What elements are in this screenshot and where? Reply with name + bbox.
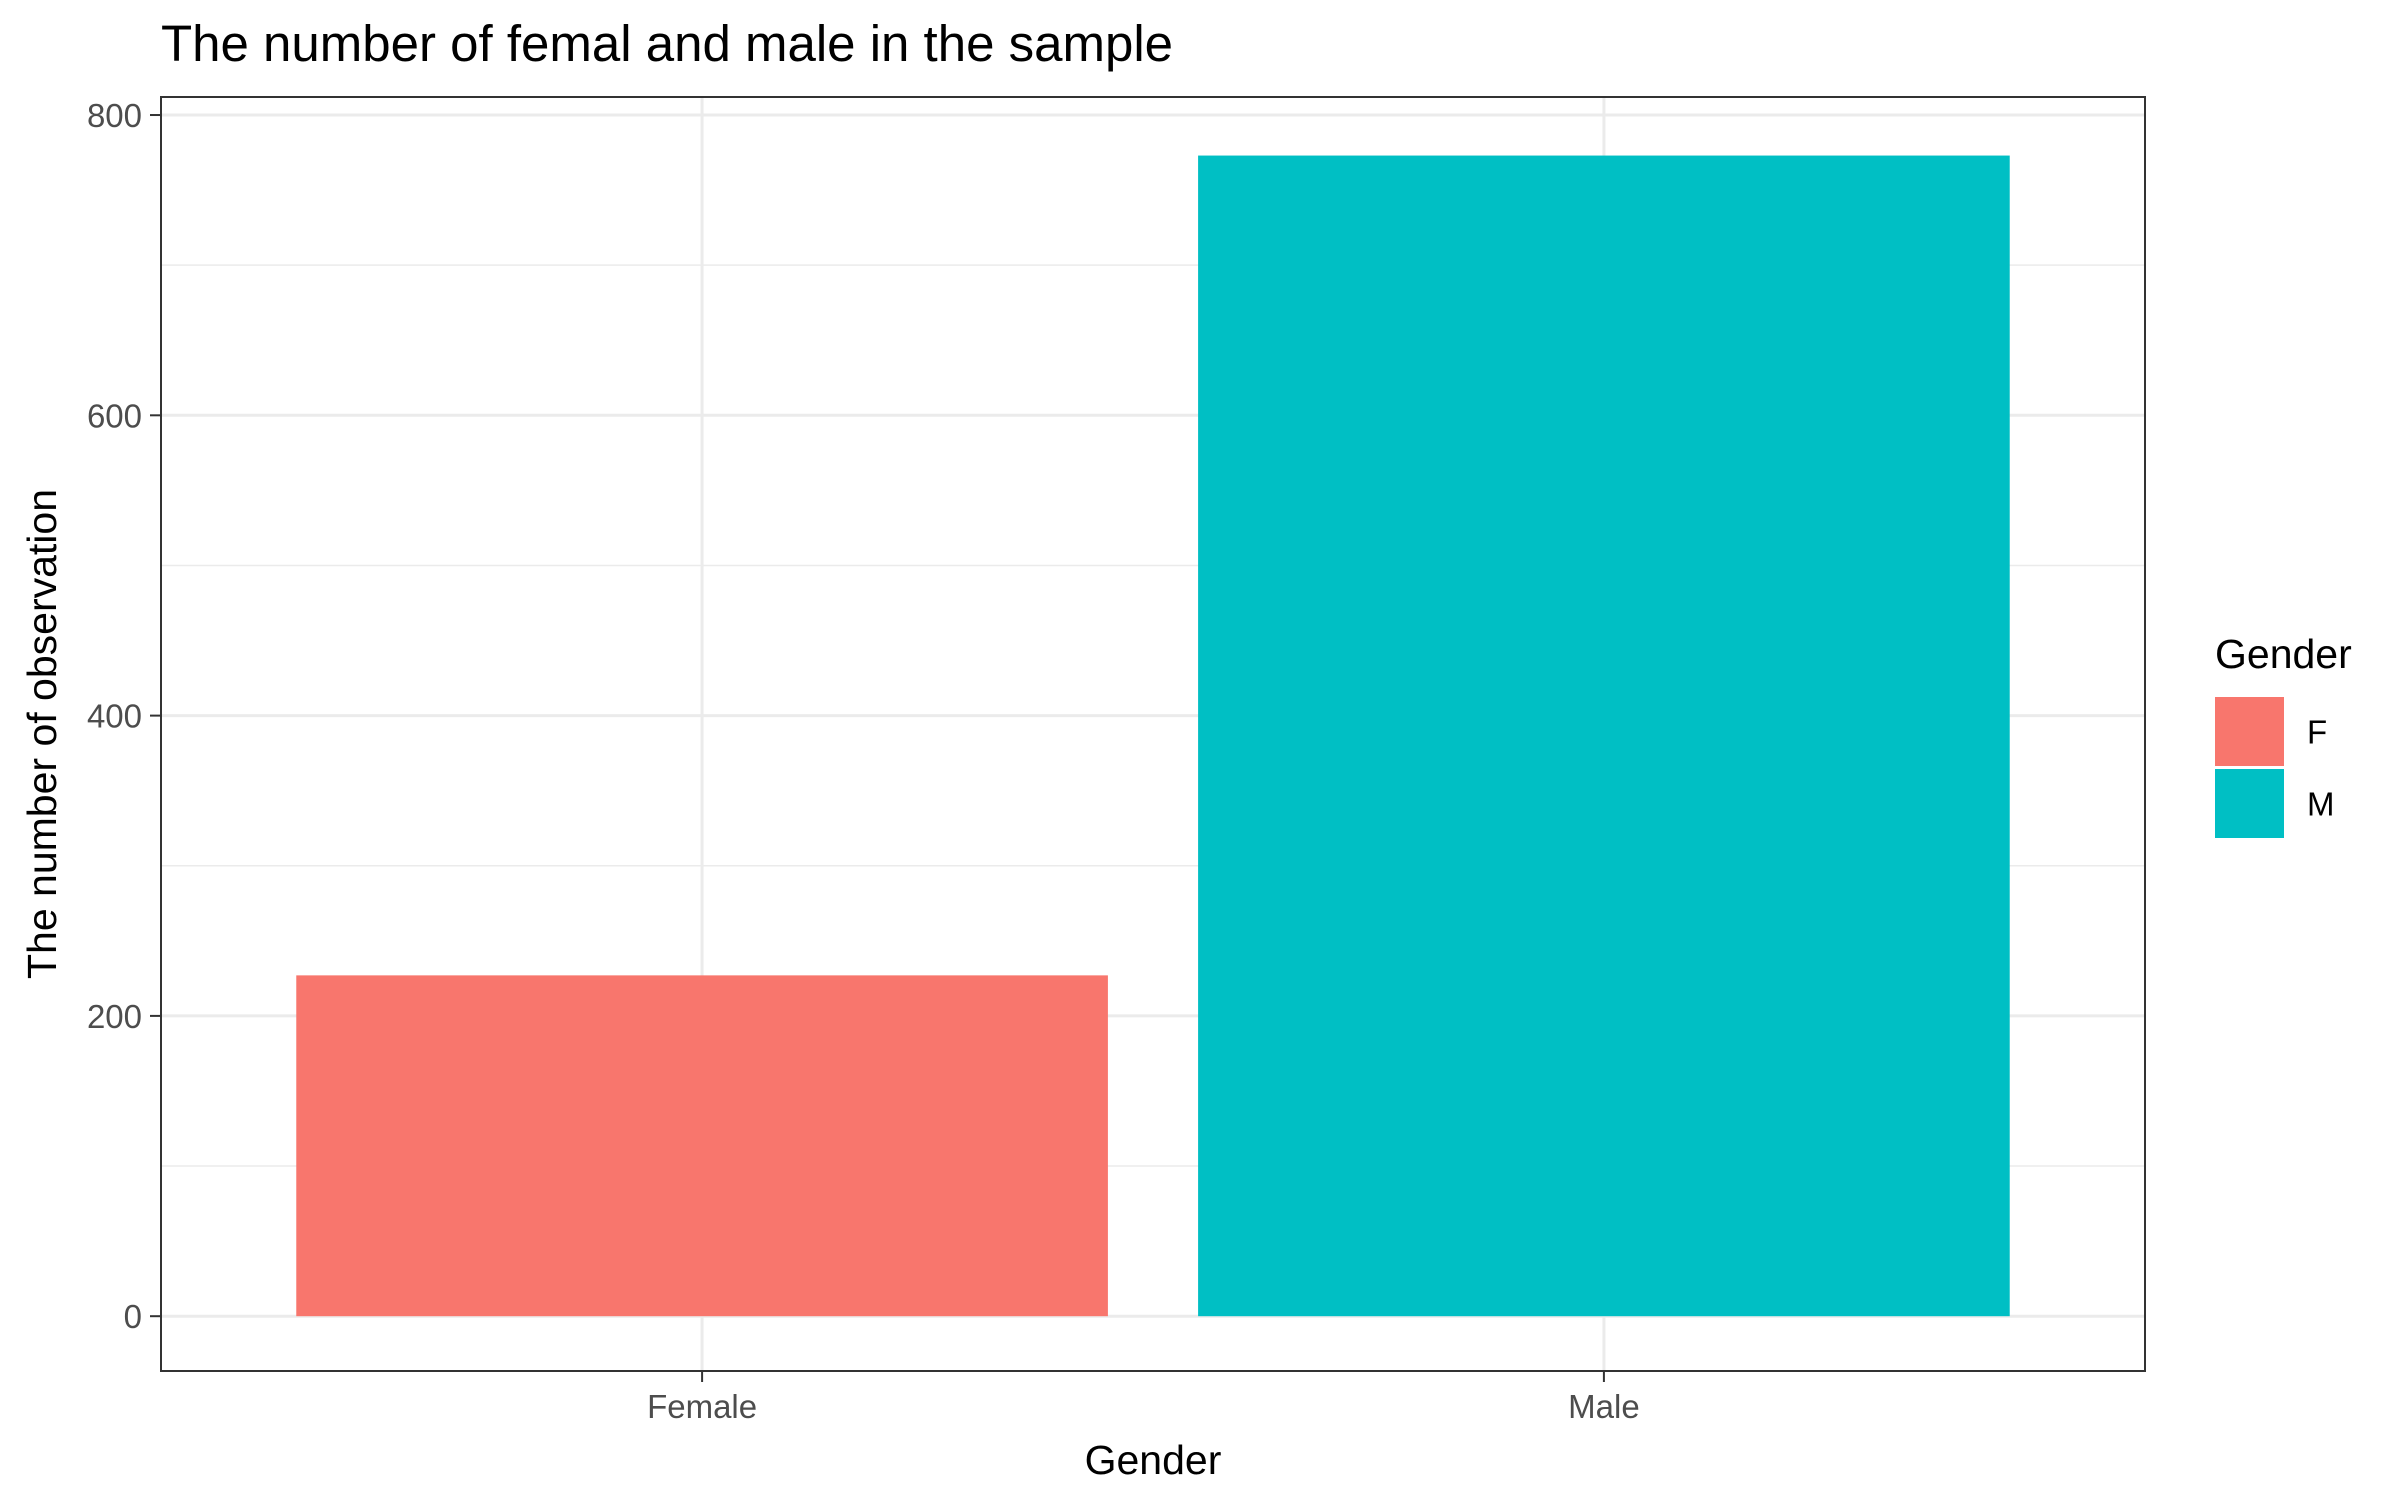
y-tick-label: 600 <box>87 397 142 434</box>
y-tick-label: 200 <box>87 998 142 1035</box>
legend-label-f: F <box>2307 714 2327 751</box>
y-axis: 0 200 400 600 800 <box>87 97 161 1335</box>
y-tick-label: 400 <box>87 698 142 735</box>
legend-title: Gender <box>2215 631 2352 677</box>
y-axis-title: The number of observation <box>19 489 65 979</box>
chart-title: The number of femal and male in the samp… <box>161 15 1173 72</box>
legend-entries: FM <box>2215 697 2335 838</box>
plot-panel <box>160 96 2146 1372</box>
bars <box>296 155 2010 1317</box>
x-tick-label: Female <box>647 1388 757 1425</box>
x-axis: Female Male <box>647 1371 1640 1425</box>
legend-key-f <box>2215 697 2284 766</box>
panel-border <box>160 96 2146 1372</box>
x-tick-label: Male <box>1568 1388 1640 1425</box>
bar-female <box>296 975 1108 1317</box>
y-tick-label: 800 <box>87 97 142 134</box>
legend: Gender FM <box>2215 631 2352 838</box>
legend-label-m: M <box>2307 786 2335 823</box>
y-tick-label: 0 <box>124 1298 142 1335</box>
legend-key-m <box>2215 769 2284 838</box>
x-axis-title: Gender <box>1085 1437 1222 1483</box>
bar-male <box>1198 155 2010 1317</box>
